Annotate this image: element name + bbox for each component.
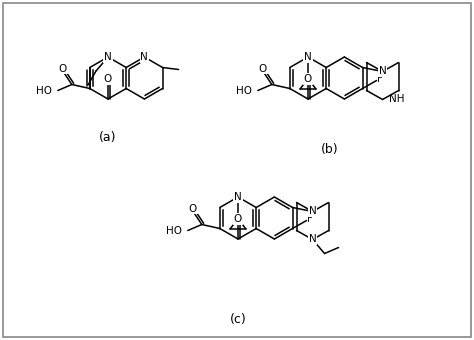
Text: O: O <box>234 214 242 224</box>
Text: O: O <box>104 74 112 84</box>
Text: NH: NH <box>389 95 404 104</box>
Text: N: N <box>140 52 148 62</box>
Text: O: O <box>59 64 67 73</box>
Text: (a): (a) <box>99 132 117 144</box>
Text: N: N <box>304 52 312 62</box>
Text: (c): (c) <box>229 313 246 326</box>
FancyBboxPatch shape <box>3 3 471 337</box>
Text: HO: HO <box>236 85 252 96</box>
Text: N: N <box>379 67 386 76</box>
Text: N: N <box>104 52 112 62</box>
Text: (b): (b) <box>321 143 339 156</box>
Text: F: F <box>307 214 312 223</box>
Text: F: F <box>377 73 383 84</box>
Text: N: N <box>309 206 317 217</box>
Text: HO: HO <box>36 85 52 96</box>
Text: N: N <box>234 192 242 202</box>
Text: N: N <box>309 235 317 244</box>
Text: HO: HO <box>166 225 182 236</box>
Text: O: O <box>259 64 267 73</box>
Text: O: O <box>304 74 312 84</box>
Text: O: O <box>189 204 197 214</box>
